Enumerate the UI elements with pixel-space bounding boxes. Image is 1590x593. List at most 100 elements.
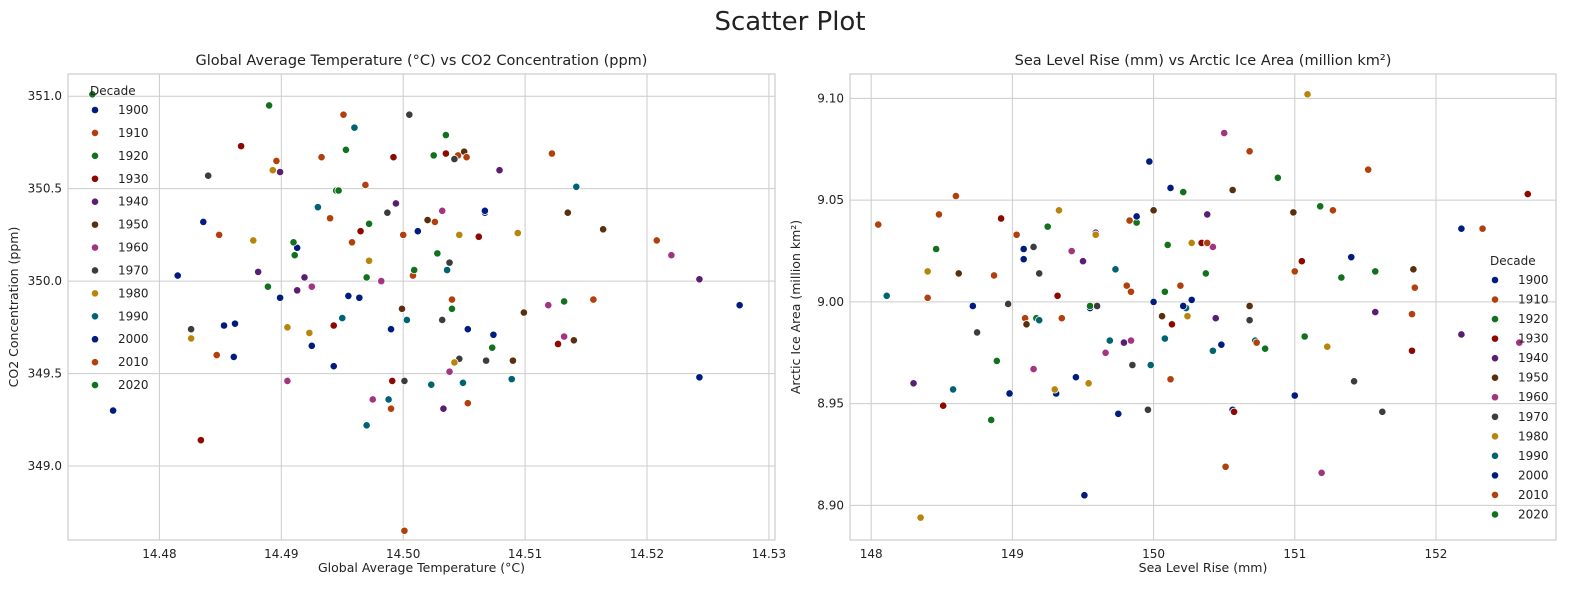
data-point [236,142,246,151]
series-2010 [1125,216,1419,347]
data-point [317,153,326,162]
data-point [377,277,386,286]
chart-sea-level-vs-ice-area: 148 149 150 151 152 8.90 8.95 9.00 9.05 9.10 Sea L… [788,53,1557,575]
data-point [1091,230,1100,239]
data-point [513,228,522,238]
data-point [364,219,374,228]
data-point [1149,297,1158,307]
data-point [229,352,238,362]
series-2020 [992,222,1346,366]
series-1980 [187,166,522,367]
y-tick-label: 8.90 [817,498,844,512]
series-2000 [1005,212,1188,398]
data-point [1203,210,1212,219]
data-point [1166,375,1175,384]
data-point [1029,364,1038,374]
data-point [334,186,343,195]
legend-entry: 1960 [118,241,149,255]
data-point [882,291,891,300]
y-tick-label: 349.0 [28,459,62,473]
data-point [389,153,398,162]
data-point [968,301,977,311]
legend-entry: 1950 [118,218,149,232]
legend-entry: 2010 [1518,488,1549,502]
x-tick-label: 152 [1425,547,1448,561]
data-point [874,220,883,229]
data-point [1290,391,1299,400]
data-point [1211,314,1220,323]
data-point [1132,212,1141,221]
data-point [1187,295,1196,304]
legend-entry: 2020 [1518,507,1549,521]
data-point [399,230,408,239]
data-point [447,295,457,304]
data-point [1022,320,1031,329]
data-point [560,297,569,306]
data-point [1273,173,1282,182]
data-point [212,350,221,360]
data-point [1128,360,1137,370]
legend-marker [90,358,100,367]
data-point [1126,336,1136,345]
data-point [1317,468,1326,477]
x-tick-label: 14.49 [264,547,298,561]
data-point [1067,246,1076,256]
data-point [445,367,454,376]
y-axis-label: CO2 Concentration (ppm) [6,227,21,388]
legend-marker [1490,432,1500,441]
data-point [1143,405,1153,414]
data-point [1407,310,1417,319]
data-point [1183,312,1192,321]
legend-entry: 2020 [118,378,149,392]
data-point [1409,265,1418,274]
series-2010 [325,153,471,304]
series-1920 [88,90,569,352]
x-tick-label: 14.50 [386,547,420,561]
data-point [447,304,457,313]
legend-title: Decade [90,84,136,98]
series-1950 [954,185,1418,329]
data-point [109,406,118,415]
legend-marker [90,105,100,115]
x-axis-label: Global Average Temperature (°C) [318,560,525,575]
legend-entry: 2010 [118,355,149,369]
series-1980 [916,90,1332,522]
data-point [1126,287,1136,296]
data-point [361,180,370,190]
data-point [275,293,285,302]
data-point [1203,238,1212,247]
series-1910 [212,110,661,535]
data-point [1149,206,1158,215]
data-point [397,304,407,313]
data-point [923,267,932,276]
data-point [1029,242,1038,252]
data-point [932,244,941,254]
data-point [1364,165,1373,174]
data-point [948,385,958,394]
data-point [951,191,961,201]
data-point [1221,462,1230,471]
data-point [1208,242,1217,252]
data-point [187,334,196,343]
data-point [1179,187,1188,197]
data-point [384,395,393,404]
legend-marker [90,335,100,344]
data-point [289,238,298,247]
data-point [313,203,322,212]
data-point [364,256,374,265]
figure-suptitle: Scatter Plot [714,7,865,37]
chart-temperature-vs-co2: 14.48 14.49 14.50 14.51 14.52 14.53 349.0 349.5… [6,53,786,575]
data-point [1019,255,1028,264]
series-1930 [939,189,1532,416]
data-point [1347,253,1356,262]
data-point [1316,202,1325,211]
data-point [196,436,205,445]
data-point [283,323,292,332]
series-2000 [219,206,489,350]
data-point [996,214,1006,223]
legend-marker [90,151,100,160]
data-point [283,376,292,386]
data-point [1160,287,1169,296]
data-point [1053,291,1062,300]
data-point [272,156,281,166]
